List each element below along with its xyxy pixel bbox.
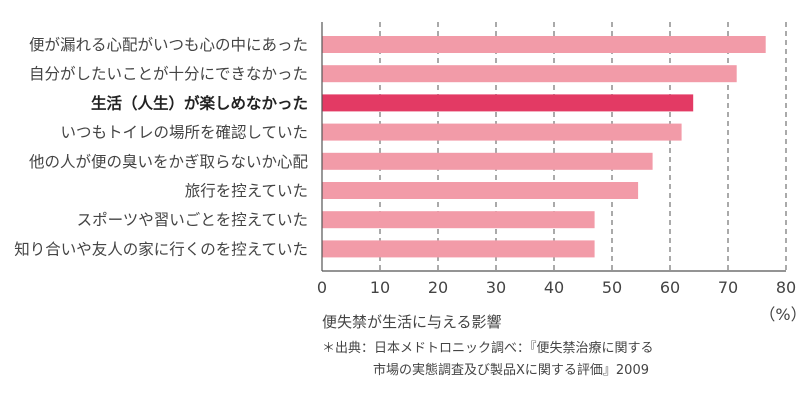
bar-8 — [322, 240, 595, 258]
bar-1 — [322, 36, 766, 53]
x-tick-label-70: 70 — [718, 278, 738, 297]
category-label-7: スポーツや習いごとを控えていた — [77, 211, 308, 229]
unit-label: （%） — [759, 305, 800, 324]
x-axis — [321, 22, 786, 272]
category-label-1: 便が漏れる心配がいつも心の中にあった — [29, 36, 308, 54]
source-line-2: 市場の実態調査及び製品Xに関する評価』2009 — [373, 362, 649, 378]
bar-4 — [322, 123, 682, 141]
x-tick-label-40: 40 — [544, 278, 564, 297]
bar-3 — [322, 94, 694, 112]
chart-title: 便失禁が生活に与える影響 — [322, 313, 502, 331]
x-tick-label-10: 10 — [370, 278, 390, 297]
category-label-6: 旅行を控えていた — [185, 182, 308, 200]
category-label-5: 他の人が便の臭いをかぎ取らないか心配 — [29, 153, 308, 171]
x-tick-labels: 0 10 20 30 40 50 60 70 80 — [317, 278, 796, 297]
x-tick-label-60: 60 — [660, 278, 680, 297]
bar-6 — [322, 182, 639, 199]
x-tick-label-0: 0 — [317, 278, 327, 297]
grid-lines — [379, 22, 787, 271]
category-label-8: 知り合いや友人の家に行くのを控えていた — [14, 240, 308, 258]
x-tick-label-20: 20 — [428, 278, 448, 297]
category-label-4: いつもトイレの場所を確認していた — [60, 124, 308, 142]
category-label-2: 自分がしたいことが十分にできなかった — [29, 65, 308, 83]
category-labels: 便が漏れる心配がいつも心の中にあった自分がしたいことが十分にできなかった生活（人… — [14, 36, 308, 258]
bar-2 — [322, 65, 737, 83]
x-tick-label-50: 50 — [602, 278, 622, 297]
source-line-1: ＊出典：日本メドトロニック調べ：『便失禁治療に関する — [322, 341, 654, 356]
x-tick-label-30: 30 — [486, 278, 506, 297]
bar-7 — [322, 211, 595, 229]
x-tick-label-80: 80 — [776, 278, 796, 297]
bars — [322, 36, 766, 258]
bar-5 — [322, 152, 653, 170]
category-label-3: 生活（人生）が楽しめなかった — [91, 93, 308, 112]
